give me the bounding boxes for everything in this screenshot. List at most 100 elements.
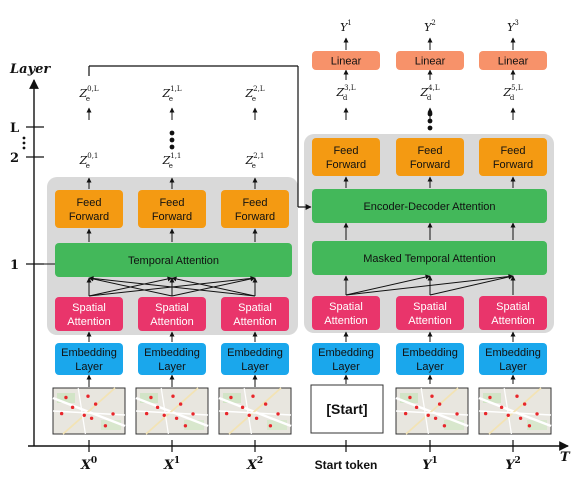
axes: Layer T L 2 1 [9, 62, 571, 465]
decoder-encoder-decoder-attention-rect [312, 189, 547, 223]
input-label-1: X1 [163, 456, 180, 473]
encoder-map-thumbnail-0-sensor [64, 395, 68, 400]
decoder-embedding-layer-0: Embedding Layer [312, 343, 380, 375]
decoder-spatial-attention-2: Spatial Attention [479, 296, 547, 330]
decoder-map-thumbnail-2-road3 [478, 410, 552, 416]
encoder-feed-forward-2-rect [221, 190, 289, 228]
decoder-feed-forward-1-rect [396, 138, 464, 176]
decoder-spatial-attention-0-rect [312, 296, 380, 330]
tick-2-label: 2 [10, 151, 19, 166]
arrow-spatial-to-temporal [88, 276, 173, 297]
time-axis-label: T [560, 450, 571, 465]
encoder-spatial-attention-0: Spatial Attention [55, 297, 123, 331]
encoder-map-thumbnail-0 [52, 387, 126, 435]
input-label-0: X0 [80, 456, 97, 473]
decoder-feed-forward-2-label-2: Forward [493, 159, 533, 171]
encoder-map-thumbnail-1-park [140, 393, 158, 403]
encoder-map-thumbnail-2-sensor [276, 412, 280, 416]
encoder-spatial-attention-0-label-1: Spatial [72, 302, 106, 314]
encoder-z1-label-1: Z1,1 e [162, 152, 182, 170]
encoder-map-thumbnail-1-park2 [184, 420, 204, 430]
encoder-zL-label-2: Z2,L e [245, 85, 265, 103]
decoder-embedding-layer-2-rect [479, 343, 547, 375]
encoder-map-thumbnail-0-sensor [70, 405, 75, 410]
encoder-spatial-attention-1-rect [138, 297, 206, 331]
decoder-feed-forward-1-label-1: Feed [417, 145, 442, 157]
decoder-feed-forward-2-label-1: Feed [500, 145, 525, 157]
decoder-feed-forward-1: Feed Forward [396, 138, 464, 176]
ellipsis-dot [427, 111, 433, 117]
decoder-map-thumbnail-1-sensor [414, 405, 419, 410]
encoder-map-thumbnail-2-sensor [251, 394, 255, 398]
decoder-spatial-attention-1-label-1: Spatial [413, 301, 447, 313]
encoder-map-thumbnail-1-road4 [160, 387, 169, 435]
decoder-feed-forward-2: Feed Forward [479, 138, 547, 176]
decoder-linear-0: Linear [312, 51, 380, 70]
encoder-embedding-layer-0: Embedding Layer [55, 343, 123, 375]
input-label-2: X2 [246, 456, 263, 473]
decoder-feed-forward-2-rect [479, 138, 547, 176]
decoder-embedding-layer-0-label-2: Layer [332, 361, 360, 373]
encoder-temporal-attention-label: Temporal Attention [128, 255, 219, 267]
decoder-linear-2: Linear [479, 51, 547, 70]
decoder-map-thumbnail-1-sensor [426, 413, 430, 417]
encoder-map-thumbnail-2-sensor [240, 405, 245, 410]
decoder-spatial-attention-0-label-1: Spatial [329, 301, 363, 313]
decoder-embedding-layer-1-label-2: Layer [416, 361, 444, 373]
decoder-map-thumbnail-1-sensor [403, 411, 408, 416]
encoder-map-thumbnail-2-sensor [254, 416, 259, 420]
tick-L-label: L [10, 121, 19, 136]
decoder-map-thumbnail-2-sensor [499, 405, 504, 410]
encoder-zL-label-0: Z0,L e [79, 85, 99, 103]
encoder-map-thumbnail-1-road3 [135, 410, 209, 416]
encoder-embedding-layer-0-label-1: Embedding [61, 347, 117, 359]
encoder-embedding-layer-2-rect [221, 343, 289, 375]
tick-1-label: 1 [10, 258, 19, 273]
decoder-embedding-layer-2: Embedding Layer [479, 343, 547, 375]
encoder-map-thumbnail-0-sensor [89, 416, 94, 420]
encoder-map-thumbnail-0-road4 [77, 387, 86, 435]
encoder-map-thumbnail-1-sensor [183, 424, 188, 428]
encoder-embedding-layer-0-label-2: Layer [75, 361, 103, 373]
decoder-embedding-layer-1-label-1: Embedding [402, 347, 458, 359]
decoder-output-label-1: Y2 [424, 19, 436, 34]
decoder-map-thumbnail-1-sensor [437, 402, 442, 406]
ellipsis-dot [427, 125, 433, 131]
decoder-map-thumbnail-2-road4 [503, 387, 512, 435]
encoder-feed-forward-2-label-1: Feed [242, 197, 267, 209]
encoder-feed-forward-1-label-2: Forward [152, 211, 192, 223]
decoder-embedding-layer-2-label-2: Layer [499, 361, 527, 373]
encoder-embedding-layer-1: Embedding Layer [138, 343, 206, 375]
encoder-feed-forward-0: Feed Forward [55, 190, 123, 228]
decoder-map-thumbnail-1-sensor [430, 394, 434, 398]
encoder-map-thumbnail-1-sensor [174, 416, 179, 420]
encoder-feed-forward-1-label-1: Feed [159, 197, 184, 209]
decoder-map-thumbnail-1-road2 [405, 387, 459, 435]
decoder-masked-temporal-attention: Masked Temporal Attention [312, 241, 547, 275]
decoder-spatial-attention-1-rect [396, 296, 464, 330]
encoder-zL-label-1: Z1,L e [162, 85, 182, 103]
start-token-text: [Start] [326, 401, 367, 417]
decoder-spatial-attention-2-label-2: Attention [491, 315, 534, 327]
encoder-spatial-attention-1: Spatial Attention [138, 297, 206, 331]
encoder-map-thumbnail-1-road2 [145, 387, 199, 435]
input-label-5: Y2 [505, 456, 521, 473]
encoder-feed-forward-0-rect [55, 190, 123, 228]
encoder-embedding-layer-2-label-1: Embedding [227, 347, 283, 359]
encoder-feed-forward-0-label-2: Forward [69, 211, 109, 223]
encoder-map-thumbnail-2-sensor [247, 413, 251, 417]
start-token-rect [310, 384, 384, 434]
input-label-start-token: Start token [315, 458, 378, 472]
encoder-map-thumbnail-2-sensor [229, 395, 233, 400]
decoder-linear-0-rect [312, 51, 380, 70]
encoder-spatial-attention-1-label-1: Spatial [155, 302, 189, 314]
encoder-embedding-layer-1-rect [138, 343, 206, 375]
encoder-embedding-layer-1-label-2: Layer [158, 361, 186, 373]
encoder-map-thumbnail-0-sensor [103, 424, 108, 428]
input-label-4: Y1 [422, 456, 438, 473]
decoder-map-thumbnail-2-sensor [488, 395, 492, 400]
diagram-content: Embedding Layer Spatial Attention Embedding L… [52, 19, 552, 473]
encoder-embedding-layer-2: Embedding Layer [221, 343, 289, 375]
encoder-spatial-attention-1-label-2: Attention [150, 316, 193, 328]
arrow-causal [429, 274, 514, 296]
